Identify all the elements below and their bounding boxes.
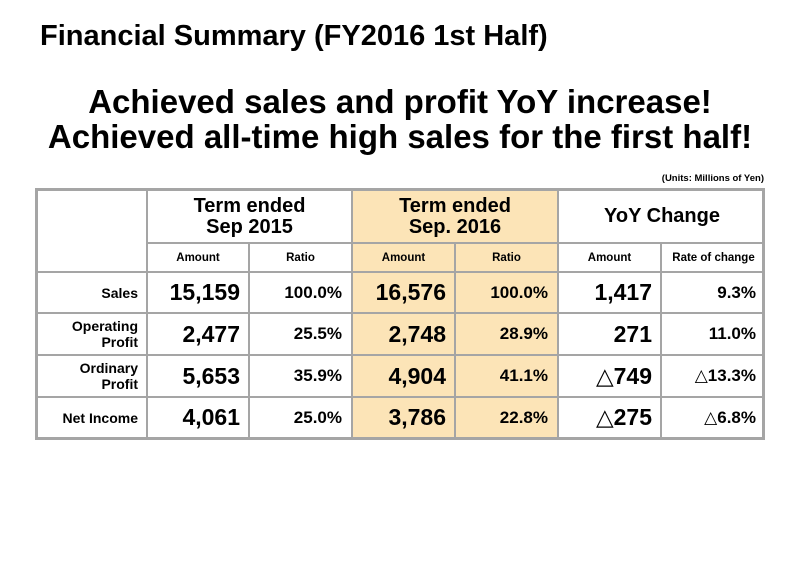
- table-cell: 28.9%: [499, 324, 548, 343]
- table-cell: 2,477: [182, 320, 240, 347]
- header-term-2016: Term ended Sep. 2016: [399, 194, 511, 238]
- table-cell: 15,159: [169, 279, 240, 305]
- grid-line: [38, 271, 765, 273]
- table-cell: 3,786: [388, 404, 446, 430]
- subheader-rate-of-change: Rate of change: [672, 251, 755, 264]
- table-cell: 41.1%: [499, 366, 548, 385]
- table-cell: 35.9%: [293, 366, 342, 385]
- row-label-operating-profit: Operating Profit: [71, 318, 138, 350]
- grid-line: [38, 396, 765, 398]
- financial-summary-table: Term ended Sep 2015 Term ended Sep. 2016 Y…: [35, 188, 765, 440]
- grid-line: [38, 354, 765, 356]
- table-cell: 5,653: [182, 362, 240, 389]
- grid-line: [557, 191, 559, 437]
- table-cell: △13.3%: [694, 366, 756, 385]
- table-cell: △749: [595, 362, 652, 389]
- row-label-net-income: Net Income: [62, 409, 138, 426]
- table-cell: △275: [595, 404, 652, 430]
- grid-line: [146, 242, 765, 244]
- table-cell: 4,061: [182, 404, 240, 430]
- subheader-amount-yoy: Amount: [587, 251, 632, 264]
- grid-line: [146, 191, 148, 437]
- headline-line-1: Achieved sales and profit YoY increase!: [88, 83, 712, 120]
- table-cell: 4,904: [388, 362, 446, 389]
- table-cell: 1,417: [594, 279, 652, 305]
- units-note: (Units: Millions of Yen): [661, 173, 764, 184]
- table-cell: 271: [613, 320, 652, 347]
- table-cell: 22.8%: [499, 407, 548, 427]
- table-cell: △6.8%: [704, 407, 756, 427]
- table-cell: 11.0%: [708, 324, 756, 343]
- headline: Achieved sales and profit YoY increase! …: [0, 84, 800, 154]
- table-cell: 25.0%: [293, 407, 342, 427]
- table-cell: 2,748: [388, 320, 446, 347]
- header-term-2015: Term ended Sep 2015: [193, 194, 306, 238]
- subheader-ratio-2015: Ratio: [286, 251, 315, 264]
- grid-line: [38, 312, 765, 314]
- page-title: Financial Summary (FY2016 1st Half): [40, 20, 548, 52]
- subheader-amount-2016: Amount: [381, 251, 426, 264]
- table-cell: 100.0%: [490, 282, 548, 302]
- header-yoy-change: YoY Change: [604, 205, 720, 227]
- grid-line: [248, 243, 250, 437]
- grid-line: [351, 191, 353, 437]
- table-cell: 100.0%: [284, 282, 342, 302]
- table-cell: 16,576: [375, 279, 446, 305]
- grid-line: [660, 243, 662, 437]
- grid-line: [454, 243, 456, 437]
- table-cell: 9.3%: [717, 282, 756, 302]
- row-label-sales: Sales: [101, 284, 138, 301]
- row-label-ordinary-profit: Ordinary Profit: [79, 360, 138, 392]
- headline-line-2: Achieved all-time high sales for the fir…: [47, 118, 753, 155]
- subheader-amount-2015: Amount: [176, 251, 220, 264]
- subheader-ratio-2016: Ratio: [492, 251, 521, 264]
- table-cell: 25.5%: [293, 324, 342, 343]
